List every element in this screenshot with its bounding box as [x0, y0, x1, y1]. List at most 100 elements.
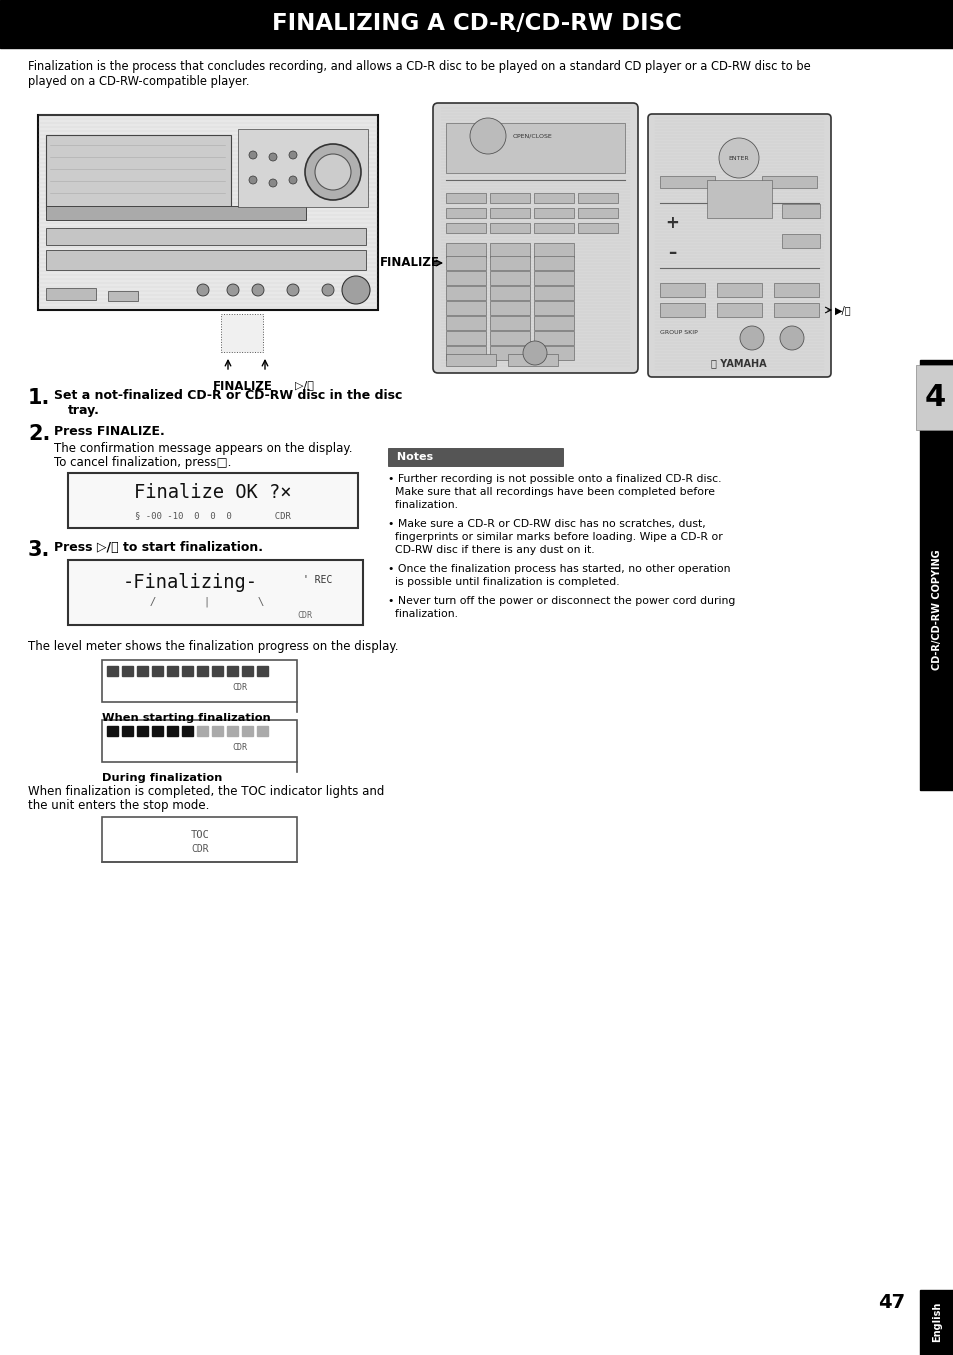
Bar	[534, 256, 574, 270]
Bar	[0, 0, 953, 47]
Circle shape	[341, 276, 370, 304]
Bar	[46, 206, 306, 220]
Bar	[221, 314, 263, 352]
Text: During finalization: During finalization	[102, 772, 222, 783]
Bar	[107, 667, 118, 676]
FancyBboxPatch shape	[433, 103, 638, 373]
Text: • Make sure a CD-R or CD-RW disc has no scratches, dust,: • Make sure a CD-R or CD-RW disc has no …	[388, 519, 705, 528]
Circle shape	[322, 285, 334, 295]
Bar	[242, 726, 253, 736]
Circle shape	[249, 176, 256, 184]
Text: GROUP SKIP: GROUP SKIP	[659, 331, 697, 336]
Text: ' REC: ' REC	[303, 575, 333, 585]
Bar	[227, 667, 237, 676]
Bar	[490, 256, 530, 270]
Text: Press ▷/⏮ to start finalization.: Press ▷/⏮ to start finalization.	[54, 541, 263, 554]
Bar	[227, 726, 237, 736]
Bar	[490, 243, 530, 257]
Bar	[152, 667, 163, 676]
Bar	[490, 316, 530, 331]
Bar	[761, 176, 816, 188]
Bar	[446, 123, 624, 173]
Bar	[196, 667, 208, 676]
Text: Ⓨ YAMAHA: Ⓨ YAMAHA	[710, 358, 766, 369]
Text: § -00 -10  0  0  0        CDR: § -00 -10 0 0 0 CDR	[135, 511, 291, 520]
Bar	[578, 209, 618, 218]
Circle shape	[252, 285, 264, 295]
Bar	[446, 316, 485, 331]
Bar	[122, 726, 132, 736]
Bar	[256, 667, 268, 676]
Bar	[659, 304, 704, 317]
Text: When starting finalization: When starting finalization	[102, 713, 271, 724]
Bar	[717, 283, 761, 297]
Bar	[578, 192, 618, 203]
Text: tray.: tray.	[68, 404, 100, 417]
Text: CD-R/CD-RW COPYING: CD-R/CD-RW COPYING	[931, 550, 941, 671]
Bar	[446, 209, 485, 218]
Text: the unit enters the stop mode.: the unit enters the stop mode.	[28, 799, 209, 812]
Bar	[446, 256, 485, 270]
Bar	[108, 291, 138, 301]
Bar	[490, 209, 530, 218]
Bar	[102, 817, 296, 862]
Text: finalization.: finalization.	[388, 608, 457, 619]
Text: The confirmation message appears on the display.: The confirmation message appears on the …	[54, 442, 352, 455]
Bar	[919, 1290, 953, 1355]
Bar	[446, 224, 485, 233]
Bar	[534, 286, 574, 299]
Text: CDR: CDR	[297, 611, 313, 619]
Text: played on a CD-RW-compatible player.: played on a CD-RW-compatible player.	[28, 75, 250, 88]
Bar	[534, 301, 574, 314]
Bar	[446, 192, 485, 203]
Bar	[446, 301, 485, 314]
Bar	[490, 331, 530, 346]
Text: To cancel finalization, press□.: To cancel finalization, press□.	[54, 457, 232, 469]
Bar	[490, 192, 530, 203]
Text: ENTER: ENTER	[728, 156, 748, 160]
Circle shape	[249, 150, 256, 159]
Bar	[534, 346, 574, 360]
Text: +: +	[664, 214, 679, 232]
Text: 1.: 1.	[28, 388, 51, 408]
Text: FINALIZE: FINALIZE	[379, 256, 439, 270]
Bar	[446, 243, 485, 257]
Bar	[446, 331, 485, 346]
Bar	[68, 560, 363, 625]
Circle shape	[740, 327, 763, 350]
Text: is possible until finalization is completed.: is possible until finalization is comple…	[388, 577, 619, 587]
Bar	[578, 224, 618, 233]
Text: Finalization is the process that concludes recording, and allows a CD-R disc to : Finalization is the process that conclud…	[28, 60, 810, 73]
Text: 3.: 3.	[28, 541, 51, 560]
Bar	[717, 304, 761, 317]
Bar	[534, 224, 574, 233]
Text: CDR: CDR	[233, 683, 247, 692]
Bar	[182, 667, 193, 676]
Text: OPEN/CLOSE: OPEN/CLOSE	[513, 134, 552, 138]
Text: Make sure that all recordings have been completed before: Make sure that all recordings have been …	[388, 486, 714, 497]
Text: /       |       \: / | \	[115, 596, 264, 607]
Text: • Never turn off the power or disconnect the power cord during: • Never turn off the power or disconnect…	[388, 596, 735, 606]
Circle shape	[289, 150, 296, 159]
Bar	[446, 271, 485, 285]
Bar	[919, 360, 953, 790]
Bar	[46, 251, 366, 270]
Bar	[152, 726, 163, 736]
Bar	[490, 271, 530, 285]
Text: fingerprints or similar marks before loading. Wipe a CD-R or: fingerprints or similar marks before loa…	[388, 533, 722, 542]
Bar	[167, 667, 178, 676]
Bar	[706, 180, 771, 218]
Bar	[137, 667, 148, 676]
Text: When finalization is completed, the TOC indicator lights and: When finalization is completed, the TOC …	[28, 785, 384, 798]
Circle shape	[522, 341, 546, 364]
Bar	[534, 192, 574, 203]
Text: English: English	[931, 1302, 941, 1343]
Bar	[507, 354, 558, 366]
Bar	[256, 726, 268, 736]
Bar	[46, 228, 366, 245]
Bar	[182, 726, 193, 736]
Bar	[781, 234, 820, 248]
Bar	[196, 726, 208, 736]
Text: Press FINALIZE.: Press FINALIZE.	[54, 425, 165, 438]
Bar	[781, 205, 820, 218]
